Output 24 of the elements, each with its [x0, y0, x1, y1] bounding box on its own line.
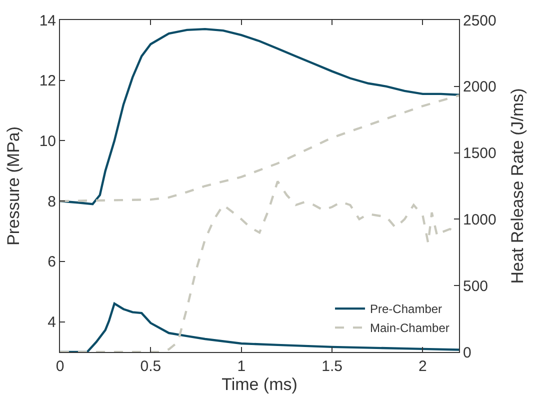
y2-tick-label: 1000 [463, 211, 496, 228]
x-tick-label: 2 [418, 358, 427, 375]
y-tick-label: 8 [48, 193, 56, 210]
y-tick-label: 12 [39, 72, 56, 90]
y-axis-title: Pressure (MPa) [4, 126, 23, 246]
x-tick-label: 0 [56, 358, 64, 375]
y2-axis-title: Heat Release Rate (J/ms) [508, 88, 527, 284]
x-tick-label: 1 [237, 358, 246, 375]
y2-tick-label: 2000 [463, 78, 496, 96]
y2-tick-label: 0 [463, 344, 472, 362]
y-tick-label: 6 [48, 254, 56, 271]
y2-tick-label: 1500 [463, 145, 496, 162]
x-tick-label: 1.5 [322, 358, 342, 375]
y2-tick-label: 500 [463, 278, 488, 295]
legend-label: Main-Chamber [370, 321, 450, 336]
y-tick-label: 14 [39, 12, 56, 30]
line-series [60, 94, 459, 202]
legend-label: Pre-Chamber [370, 302, 442, 316]
x-tick-label: 0.5 [140, 358, 162, 375]
line-series [60, 28, 459, 206]
x-axis-title: Time (ms) [222, 375, 298, 394]
y2-tick-label: 2500 [463, 12, 496, 30]
y-tick-label: 10 [39, 132, 56, 150]
y-tick-label: 4 [48, 314, 56, 332]
